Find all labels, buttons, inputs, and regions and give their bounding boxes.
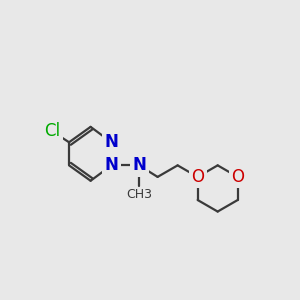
Text: CH3: CH3 <box>126 188 152 202</box>
Text: O: O <box>231 168 244 186</box>
Text: N: N <box>132 156 146 174</box>
Text: O: O <box>191 168 204 186</box>
Text: Cl: Cl <box>44 122 60 140</box>
Text: N: N <box>104 156 118 174</box>
Text: N: N <box>104 133 118 151</box>
